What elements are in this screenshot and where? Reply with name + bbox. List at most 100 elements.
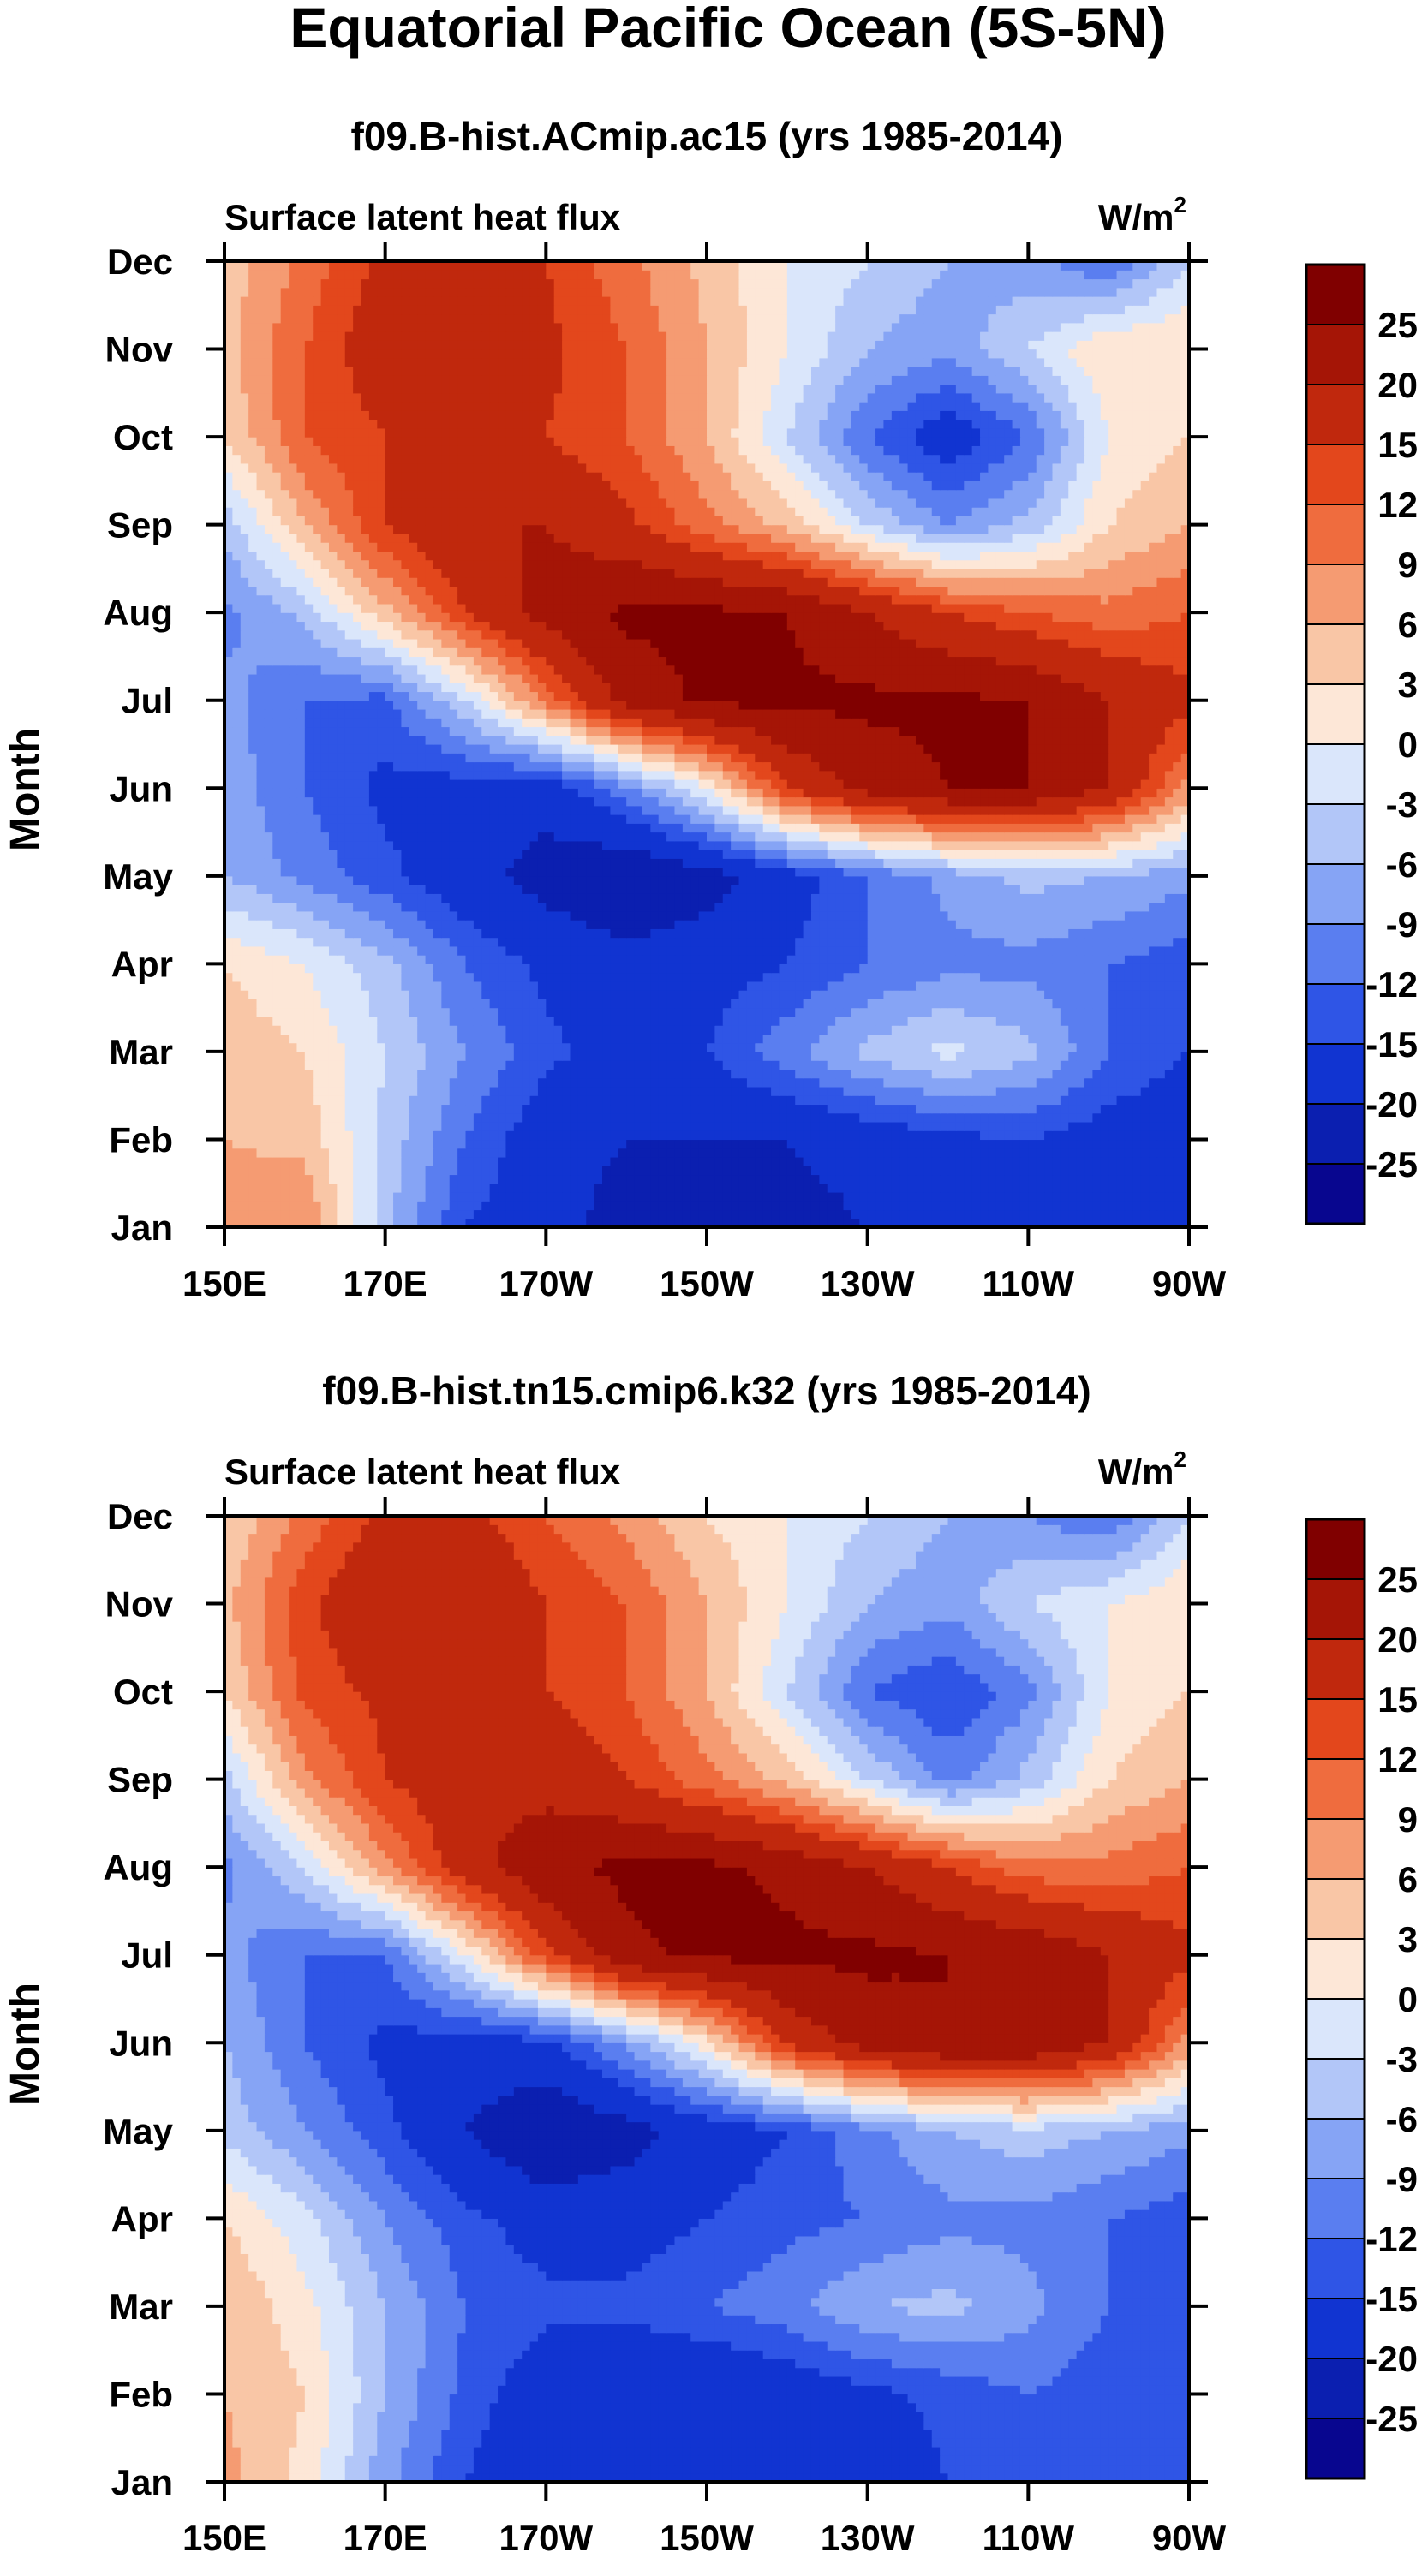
contour-cell — [377, 1095, 386, 1106]
contour-cell — [722, 858, 732, 868]
contour-cell — [441, 1148, 451, 1158]
contour-cell — [964, 1156, 973, 1166]
contour-cell — [626, 1016, 636, 1026]
contour-cell — [810, 1121, 820, 1131]
contour-cell — [971, 1139, 981, 1149]
contour-cell — [425, 1218, 434, 1227]
contour-cell — [698, 1060, 708, 1070]
contour-cell — [851, 1174, 860, 1184]
contour-cell — [698, 955, 708, 964]
contour-cell — [738, 1095, 748, 1106]
contour-cell — [425, 1016, 434, 1026]
contour-cell — [875, 955, 885, 964]
panel-1-contour-cells — [224, 261, 1189, 1227]
contour-cell — [915, 1139, 924, 1149]
contour-cell — [1164, 1166, 1174, 1176]
contour-cell — [304, 1183, 314, 1193]
contour-cell — [923, 1156, 933, 1166]
contour-cell — [746, 955, 756, 964]
contour-cell — [368, 1060, 378, 1070]
contour-cell — [562, 1121, 571, 1131]
contour-cell — [851, 1218, 860, 1227]
contour-cell — [940, 1016, 949, 1026]
contour-cell — [755, 885, 764, 894]
contour-cell — [1124, 1201, 1133, 1211]
contour-cell — [980, 1060, 989, 1070]
contour-cell — [682, 999, 691, 1009]
contour-cell — [248, 1209, 258, 1219]
contour-cell — [786, 999, 796, 1009]
contour-cell — [650, 1077, 660, 1088]
contour-cell — [971, 1209, 981, 1219]
contour-cell — [947, 955, 957, 964]
contour-cell — [570, 1183, 579, 1193]
contour-cell — [899, 1156, 909, 1166]
contour-cell — [562, 1060, 571, 1070]
contour-cell — [320, 1148, 330, 1158]
contour-cell — [988, 1183, 997, 1193]
contour-cell — [810, 875, 820, 886]
contour-cell — [224, 1218, 233, 1227]
contour-cell — [707, 867, 715, 877]
contour-cell — [505, 1148, 515, 1158]
contour-cell — [803, 1042, 812, 1052]
contour-cell — [738, 1201, 748, 1211]
contour-cell — [505, 1130, 515, 1141]
contour-cell — [795, 1095, 804, 1106]
contour-cell — [553, 920, 563, 929]
contour-cell — [546, 1086, 555, 1096]
contour-cell — [674, 910, 684, 921]
contour-cell — [827, 928, 836, 939]
contour-cell — [795, 893, 804, 903]
contour-cell — [1116, 955, 1126, 964]
contour-cell — [296, 1051, 306, 1061]
contour-cell — [1084, 1209, 1093, 1219]
contour-cell — [264, 945, 273, 956]
contour-cell — [867, 1034, 876, 1044]
contour-cell — [401, 1130, 410, 1141]
contour-cell — [425, 972, 434, 982]
contour-cell — [731, 885, 740, 894]
contour-cell — [272, 937, 282, 947]
contour-cell — [867, 910, 876, 921]
contour-cell — [481, 972, 491, 982]
contour-cell — [859, 945, 869, 956]
contour-cell — [1164, 1112, 1174, 1123]
contour-cell — [883, 920, 893, 929]
contour-cell — [1036, 1042, 1045, 1052]
contour-cell — [377, 910, 386, 921]
contour-cell — [867, 1156, 876, 1166]
contour-cell — [1036, 972, 1045, 982]
contour-cell — [851, 1034, 860, 1044]
contour-cell — [795, 981, 804, 991]
contour-cell — [1060, 893, 1069, 903]
contour-cell — [594, 1034, 603, 1044]
contour-cell — [899, 1174, 909, 1184]
contour-cell — [883, 1130, 893, 1141]
contour-cell — [562, 981, 571, 991]
contour-cell — [522, 1034, 531, 1044]
contour-cell — [240, 1139, 249, 1149]
contour-cell — [353, 1148, 362, 1158]
contour-cell — [1173, 1174, 1182, 1184]
contour-cell — [1124, 1166, 1133, 1176]
contour-cell — [971, 1156, 981, 1166]
contour-cell — [489, 1034, 499, 1044]
contour-cell — [594, 1201, 603, 1211]
contour-cell — [417, 945, 427, 956]
contour-cell — [385, 1121, 394, 1131]
contour-cell — [786, 1104, 796, 1114]
contour-cell — [658, 1166, 667, 1176]
contour-cell — [859, 1166, 869, 1176]
contour-cell — [964, 1051, 973, 1061]
contour-cell — [642, 1060, 651, 1070]
contour-cell — [666, 1034, 676, 1044]
contour-cell — [473, 1095, 482, 1106]
contour-cell — [368, 928, 378, 939]
contour-cell — [682, 937, 691, 947]
contour-cell — [786, 1209, 796, 1219]
contour-cell — [698, 981, 708, 991]
contour-cell — [1124, 893, 1133, 903]
contour-cell — [883, 1148, 893, 1158]
contour-cell — [626, 1069, 636, 1079]
